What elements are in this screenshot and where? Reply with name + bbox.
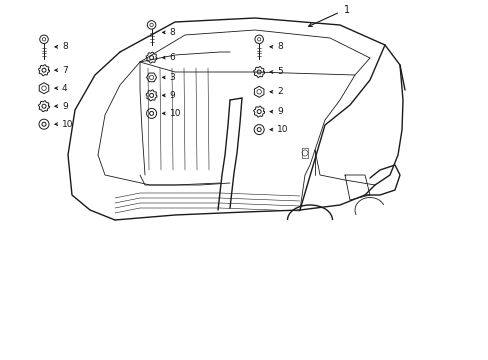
Text: 10: 10 bbox=[277, 125, 288, 134]
Text: 9: 9 bbox=[277, 107, 283, 116]
Text: 4: 4 bbox=[62, 84, 67, 93]
Text: 2: 2 bbox=[277, 87, 282, 96]
Text: 6: 6 bbox=[169, 53, 175, 62]
Text: 9: 9 bbox=[62, 102, 68, 111]
Text: 10: 10 bbox=[62, 120, 73, 129]
Text: 1: 1 bbox=[343, 5, 349, 15]
Text: 8: 8 bbox=[169, 28, 175, 37]
Text: 8: 8 bbox=[62, 42, 68, 51]
Text: 9: 9 bbox=[169, 91, 175, 100]
Text: 8: 8 bbox=[277, 42, 283, 51]
Text: 3: 3 bbox=[169, 73, 175, 82]
Text: 5: 5 bbox=[277, 68, 283, 77]
Text: 10: 10 bbox=[169, 109, 181, 118]
Text: 7: 7 bbox=[62, 66, 68, 75]
